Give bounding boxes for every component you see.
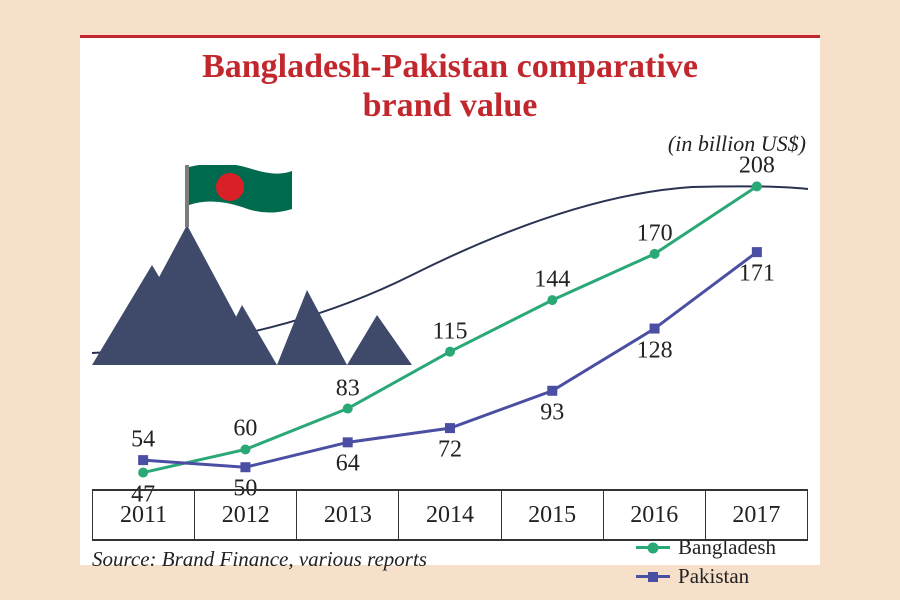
x-axis-label: 2015 xyxy=(501,491,603,539)
title-line-1: Bangladesh-Pakistan comparative xyxy=(202,48,698,85)
data-label: 208 xyxy=(739,153,775,180)
data-label: 128 xyxy=(637,337,673,364)
x-axis: 2011201220132014201520162017 xyxy=(92,489,808,541)
x-axis-label: 2013 xyxy=(296,491,398,539)
data-label: 170 xyxy=(637,220,673,247)
data-label: 64 xyxy=(336,451,360,478)
data-label: 83 xyxy=(336,375,360,402)
source-caption: Source: Brand Finance, various reports xyxy=(92,547,427,572)
data-label: 144 xyxy=(534,267,570,294)
data-label: 93 xyxy=(540,399,564,426)
x-axis-label: 2017 xyxy=(705,491,808,539)
x-axis-label: 2016 xyxy=(603,491,705,539)
legend-item: Pakistan xyxy=(636,564,776,589)
chart-panel: Bangladesh-Pakistan comparative brand va… xyxy=(80,35,820,565)
chart-subtitle: (in billion US$) xyxy=(668,131,806,157)
data-label: 171 xyxy=(739,261,775,288)
data-label: 60 xyxy=(233,416,257,443)
x-axis-label: 2012 xyxy=(194,491,296,539)
x-axis-label: 2014 xyxy=(398,491,500,539)
top-rule xyxy=(80,35,820,38)
title-line-2: brand value xyxy=(363,87,538,124)
x-axis-label: 2011 xyxy=(92,491,194,539)
data-label: 115 xyxy=(432,318,467,345)
data-label: 72 xyxy=(438,437,462,464)
legend: BangladeshPakistan xyxy=(636,535,776,593)
data-label: 54 xyxy=(131,427,155,454)
chart-title: Bangladesh-Pakistan comparative brand va… xyxy=(80,47,820,125)
plot-area: 4760831151441702085450647293128171 Bangl… xyxy=(92,165,808,485)
legend-label: Pakistan xyxy=(678,564,749,589)
